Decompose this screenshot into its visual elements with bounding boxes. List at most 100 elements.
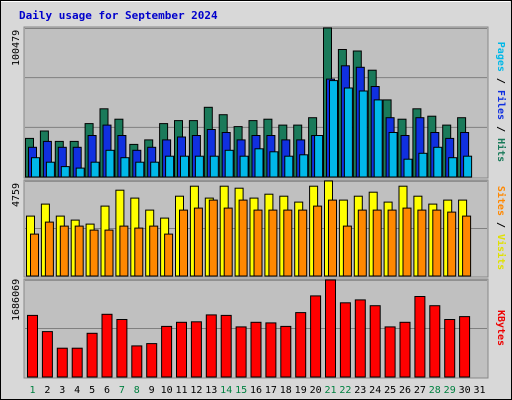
bar-pages-day-25 bbox=[388, 132, 398, 178]
bar-sites-day-23 bbox=[357, 209, 367, 277]
bar-pages-day-1 bbox=[31, 157, 40, 178]
x-tick-label: 25 bbox=[384, 385, 396, 396]
bar-sites-day-26 bbox=[402, 207, 412, 277]
legend-entry: / bbox=[495, 216, 506, 234]
bar-sites-day-30 bbox=[462, 215, 472, 277]
bar-kbytes-day-20 bbox=[310, 295, 322, 378]
panel-middle-max-label: 4759 bbox=[11, 183, 22, 207]
bar-sites-day-3 bbox=[59, 225, 69, 277]
x-tick-label: 18 bbox=[280, 385, 292, 396]
bar-kbytes-day-23 bbox=[354, 299, 366, 378]
bar-kbytes-day-26 bbox=[399, 321, 411, 378]
bar-pages-day-28 bbox=[433, 146, 443, 178]
bar-sites-day-29 bbox=[447, 211, 457, 277]
chart-title: Daily usage for September 2024 bbox=[19, 9, 218, 22]
panel-bottom-legend: KBytes bbox=[495, 310, 506, 346]
bar-sites-day-18 bbox=[283, 209, 293, 277]
bar-pages-day-22 bbox=[343, 87, 353, 178]
x-tick-label: 27 bbox=[414, 385, 426, 396]
bar-sites-day-9 bbox=[149, 225, 159, 277]
x-tick-label: 26 bbox=[399, 385, 411, 396]
bar-pages-day-13 bbox=[209, 155, 219, 178]
bar-pages-day-27 bbox=[418, 152, 428, 178]
bar-sites-day-24 bbox=[372, 209, 382, 277]
bar-pages-day-16 bbox=[254, 148, 264, 178]
bar-kbytes-day-27 bbox=[414, 296, 426, 378]
x-tick-label: 31 bbox=[473, 385, 485, 396]
bar-kbytes-day-22 bbox=[339, 302, 351, 378]
bar-sites-day-15 bbox=[238, 199, 248, 277]
bar-sites-day-12 bbox=[193, 207, 203, 277]
x-tick-label: 1 bbox=[29, 385, 35, 396]
bar-pages-day-4 bbox=[75, 167, 85, 178]
bar-sites-day-2 bbox=[44, 221, 54, 277]
x-tick-label: 9 bbox=[149, 385, 155, 396]
x-tick-label: 3 bbox=[59, 385, 65, 396]
x-tick-label: 15 bbox=[235, 385, 247, 396]
x-tick-label: 19 bbox=[295, 385, 307, 396]
bar-pages-day-8 bbox=[135, 161, 145, 178]
bar-pages-day-15 bbox=[239, 155, 249, 178]
legend-entry: / bbox=[495, 120, 506, 138]
bar-pages-day-2 bbox=[45, 161, 55, 178]
bar-sites-day-7 bbox=[119, 225, 129, 277]
x-tick-label: 13 bbox=[205, 385, 217, 396]
bar-pages-day-9 bbox=[150, 161, 160, 178]
bar-kbytes-day-16 bbox=[250, 321, 262, 378]
x-tick-label: 20 bbox=[310, 385, 322, 396]
bar-pages-day-19 bbox=[299, 154, 309, 178]
bar-pages-day-26 bbox=[403, 158, 413, 178]
bar-sites-day-20 bbox=[313, 205, 323, 277]
bar-pages-day-10 bbox=[165, 155, 175, 178]
x-tick-label: 14 bbox=[220, 385, 232, 396]
bar-sites-day-28 bbox=[432, 209, 442, 277]
panel-top-legend: Pages / Files / Hits bbox=[495, 42, 507, 162]
bar-kbytes-day-3 bbox=[56, 347, 68, 378]
bar-sites-day-10 bbox=[164, 233, 174, 277]
bar-kbytes-day-24 bbox=[369, 305, 381, 378]
x-tick-label: 11 bbox=[175, 385, 187, 396]
bar-sites-day-6 bbox=[104, 229, 114, 277]
x-tick-label: 4 bbox=[74, 385, 80, 396]
bar-sites-day-22 bbox=[342, 225, 352, 277]
x-tick-label: 29 bbox=[444, 385, 456, 396]
x-tick-label: 8 bbox=[134, 385, 140, 396]
bar-kbytes-day-12 bbox=[190, 321, 202, 378]
x-tick-label: 28 bbox=[429, 385, 441, 396]
bar-kbytes-day-5 bbox=[86, 332, 98, 378]
bar-pages-day-18 bbox=[284, 155, 294, 178]
bar-kbytes-day-2 bbox=[41, 331, 53, 378]
bar-pages-day-6 bbox=[105, 149, 115, 178]
bar-kbytes-day-19 bbox=[295, 312, 307, 378]
bar-sites-day-5 bbox=[89, 229, 99, 277]
bar-kbytes-day-1 bbox=[27, 314, 38, 378]
bar-kbytes-day-29 bbox=[444, 319, 456, 378]
panel-middle-legend: Sites / Visits bbox=[495, 186, 507, 270]
legend-entry: / bbox=[495, 72, 506, 90]
bar-pages-day-12 bbox=[194, 155, 204, 178]
x-tick-label: 23 bbox=[354, 385, 366, 396]
bar-kbytes-day-25 bbox=[384, 326, 396, 378]
x-tick-label: 21 bbox=[324, 385, 336, 396]
bar-kbytes-day-8 bbox=[131, 345, 143, 378]
bar-pages-day-11 bbox=[180, 155, 189, 178]
bar-sites-day-27 bbox=[417, 209, 427, 277]
panel-bottom-max-label: 1686069 bbox=[11, 279, 22, 321]
bar-kbytes-day-18 bbox=[280, 325, 292, 378]
bar-pages-day-3 bbox=[60, 166, 70, 178]
bar-sites-day-25 bbox=[387, 209, 397, 277]
bar-sites-day-14 bbox=[223, 207, 233, 277]
bar-pages-day-20 bbox=[314, 135, 324, 178]
x-tick-label: 22 bbox=[339, 385, 351, 396]
bar-kbytes-day-4 bbox=[71, 347, 83, 378]
bar-kbytes-day-30 bbox=[459, 316, 471, 378]
x-tick-label: 24 bbox=[369, 385, 381, 396]
legend-entry: Hits bbox=[495, 138, 507, 162]
bar-pages-day-7 bbox=[120, 157, 130, 178]
x-tick-label: 17 bbox=[265, 385, 277, 396]
bar-kbytes-day-7 bbox=[116, 319, 128, 378]
x-tick-label: 12 bbox=[190, 385, 202, 396]
bar-sites-day-21 bbox=[328, 199, 337, 277]
bar-pages-day-29 bbox=[448, 157, 458, 178]
